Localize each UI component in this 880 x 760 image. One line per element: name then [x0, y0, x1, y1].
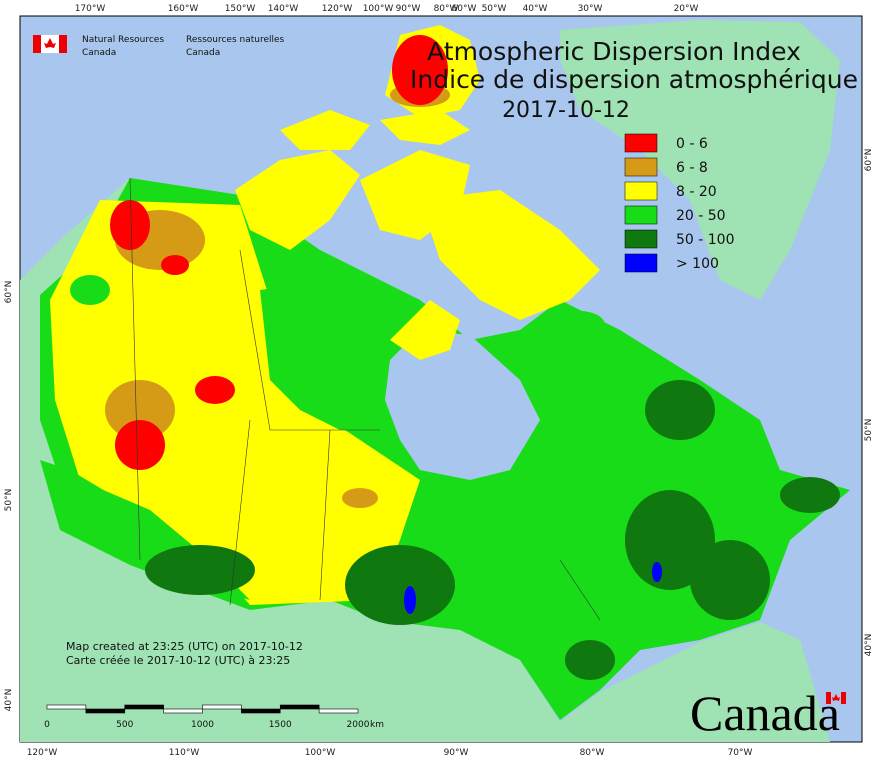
right-tick-label: 60°N: [864, 149, 874, 172]
bottom-tick-label: 80°W: [580, 748, 605, 758]
legend-swatch: [624, 253, 658, 273]
map: [19, 15, 863, 743]
neighbour-land: [20, 178, 830, 742]
legend-swatch: [624, 181, 658, 201]
region: [342, 488, 378, 508]
region: [50, 200, 420, 605]
agency-en: Natural Resources: [82, 35, 164, 45]
top-tick-label: 160°W: [168, 4, 199, 14]
legend-swatch: [624, 205, 658, 225]
title: Atmospheric Dispersion Index: [427, 37, 801, 66]
scale-label: 1000: [191, 720, 214, 730]
scale-label: 500: [116, 720, 133, 730]
bottom-tick-label: 90°W: [444, 748, 469, 758]
flag-bar: [841, 692, 846, 704]
title: Indice de dispersion atmosphérique: [410, 65, 858, 94]
region: [565, 640, 615, 680]
legend-label: > 100: [676, 256, 719, 272]
flag-leaf: [44, 38, 56, 48]
region: [392, 35, 448, 105]
legend-label: 8 - 20: [676, 184, 717, 200]
region: [260, 280, 400, 430]
top-tick-label: 60°W: [452, 4, 477, 14]
scale-segment: [318, 708, 359, 714]
top-tick-label: 80°W: [434, 4, 459, 14]
province-boundaries: [129, 177, 601, 621]
region: [110, 200, 150, 250]
scale-segment: [46, 704, 87, 710]
arctic-islands: [235, 110, 600, 360]
region: [345, 545, 455, 625]
right-tick-label: 40°N: [864, 634, 874, 657]
region: [780, 477, 840, 513]
left-tick-label: 50°N: [4, 489, 14, 512]
region: [70, 275, 110, 305]
region: [555, 311, 605, 339]
agency-fr: Canada: [186, 48, 220, 58]
wordmark: Canada: [690, 685, 840, 741]
note: Map created at 23:25 (UTC) on 2017-10-12: [66, 640, 303, 653]
agency-block: Natural Resources Canada Ressources natu…: [33, 35, 285, 58]
top-tick-label: 50°W: [482, 4, 507, 14]
scale-segment: [124, 704, 164, 710]
flag-bar: [826, 692, 831, 704]
top-tick-label: 30°W: [578, 4, 603, 14]
bottom-tick-label: 120°W: [27, 748, 58, 758]
left-tick-label: 60°N: [4, 281, 14, 304]
wordmark-block: Canada: [690, 685, 846, 741]
flag-leaf: [832, 694, 840, 701]
scale-segment: [85, 708, 126, 714]
bottom-tick-label: 100°W: [305, 748, 336, 758]
scale-segment: [202, 704, 242, 710]
scale-bar: 0 500 1000 1500 2000 km: [44, 704, 384, 730]
bottom-tick-label: 70°W: [728, 748, 753, 758]
top-tick-label: 40°W: [523, 4, 548, 14]
bottom-tick-label: 110°W: [169, 748, 200, 758]
top-tick-label: 150°W: [225, 4, 256, 14]
legend: 0 - 6 6 - 8 8 - 20 20 - 50 50 - 100 > 100: [624, 133, 735, 273]
scale-segment: [279, 704, 320, 710]
legend-swatch: [624, 133, 658, 153]
agency-fr: Ressources naturelles: [186, 35, 285, 45]
scale-segment: [241, 708, 281, 714]
scale-label: 1500: [269, 720, 292, 730]
region: [404, 586, 416, 614]
right-tick-label: 50°N: [864, 419, 874, 442]
legend-swatch: [624, 157, 658, 177]
region: [690, 540, 770, 620]
scale-unit: km: [370, 720, 384, 730]
hudson-bay: [385, 330, 540, 480]
date: 2017-10-12: [502, 98, 630, 123]
left-tick-label: 40°N: [4, 689, 14, 712]
top-tick-label: 20°W: [674, 4, 699, 14]
greenland: [560, 20, 840, 300]
flag-bar: [33, 35, 41, 53]
scale-label: 0: [44, 720, 50, 730]
top-tick-label: 120°W: [322, 4, 353, 14]
top-tick-label: 100°W: [363, 4, 394, 14]
flag-bar: [59, 35, 67, 53]
legend-label: 50 - 100: [676, 232, 735, 248]
top-tick-label: 90°W: [396, 4, 421, 14]
agency-en: Canada: [82, 48, 116, 58]
region: [652, 562, 662, 582]
scale-label: 2000: [347, 720, 370, 730]
legend-label: 0 - 6: [676, 136, 708, 152]
region: [105, 380, 175, 440]
region: [195, 376, 235, 404]
region: [625, 490, 715, 590]
top-tick-label: 140°W: [268, 4, 299, 14]
note: Carte créée le 2017-10-12 (UTC) à 23:25: [66, 654, 290, 667]
region: [145, 545, 255, 595]
region: [645, 380, 715, 440]
region: [161, 255, 189, 275]
region: [115, 420, 165, 470]
scale-segment: [163, 708, 203, 714]
graticule-labels: 170°W 160°W 150°W 140°W 120°W 100°W 90°W 80°W60…: [4, 4, 874, 758]
legend-label: 6 - 8: [676, 160, 708, 176]
top-tick-label: 170°W: [75, 4, 106, 14]
legend-label: 20 - 50: [676, 208, 726, 224]
legend-swatch: [624, 229, 658, 249]
